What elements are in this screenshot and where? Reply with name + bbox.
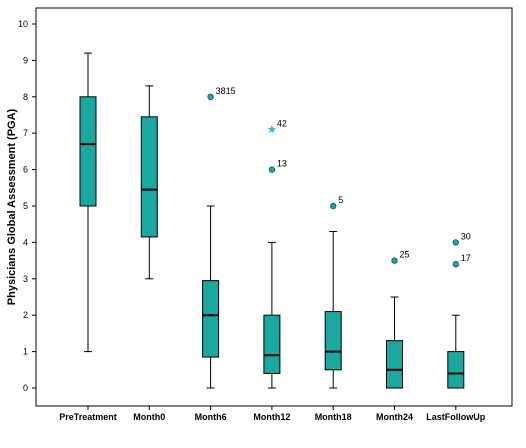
box-month6 (202, 205, 220, 389)
outlier-marker (330, 202, 337, 210)
outlier-label: 13 (277, 159, 287, 169)
y-tick-label: 4 (23, 237, 28, 247)
y-axis-label: Physicians Global Assessment (PGA) (6, 108, 18, 305)
box-month24 (386, 296, 403, 389)
outlier-marker (391, 257, 398, 264)
x-tick-label: Month6 (195, 412, 227, 422)
x-axis: PreTreatment Month0 Month6 Month12 Month18 Mo… (59, 406, 486, 422)
y-tick-label: 5 (23, 201, 28, 211)
box-iqr (447, 351, 465, 389)
y-tick-label: 6 (23, 165, 28, 175)
y-tick-label: 1 (23, 347, 28, 357)
x-tick-label: Month12 (253, 412, 290, 422)
x-tick-label: LastFollowUp (426, 412, 485, 422)
box-lastfollowup (447, 314, 465, 389)
x-tick-label: Month0 (133, 412, 165, 422)
box-month12 (263, 241, 281, 389)
y-axis: 0 1 2 3 4 5 6 7 8 9 10 (18, 19, 36, 393)
x-tick-label: PreTreatment (59, 412, 117, 422)
outlier-marker (207, 93, 214, 100)
outlier-label: 3815 (216, 86, 236, 96)
box-pretreatment (79, 52, 97, 353)
box-iqr (140, 116, 158, 238)
outliers: 3815 42 13 5 25 30 17 (207, 86, 471, 268)
outlier-marker (268, 166, 276, 173)
outlier-label: 25 (400, 250, 410, 260)
box-month0 (140, 85, 158, 280)
y-tick-label: 3 (23, 274, 28, 284)
outlier-marker (452, 261, 459, 268)
x-tick-label: Month18 (315, 412, 352, 422)
box-iqr (386, 340, 403, 389)
y-tick-label: 0 (23, 383, 28, 393)
x-tick-label: Month24 (376, 412, 413, 422)
box-iqr (263, 314, 281, 374)
y-tick-label: 2 (23, 310, 28, 320)
box-iqr (79, 96, 97, 207)
outlier-marker (452, 239, 459, 246)
extreme-marker (267, 124, 277, 134)
boxes (79, 52, 465, 389)
box-month18 (324, 230, 342, 389)
outlier-label: 5 (338, 195, 343, 205)
y-tick-label: 8 (23, 92, 28, 102)
y-tick-label: 9 (23, 55, 28, 65)
outlier-label: 42 (277, 119, 287, 129)
box-iqr (202, 280, 220, 358)
outlier-label: 17 (461, 253, 471, 263)
y-tick-label: 7 (23, 128, 28, 138)
y-tick-label: 10 (18, 19, 28, 29)
box-iqr (324, 311, 342, 371)
outlier-label: 30 (461, 231, 471, 241)
